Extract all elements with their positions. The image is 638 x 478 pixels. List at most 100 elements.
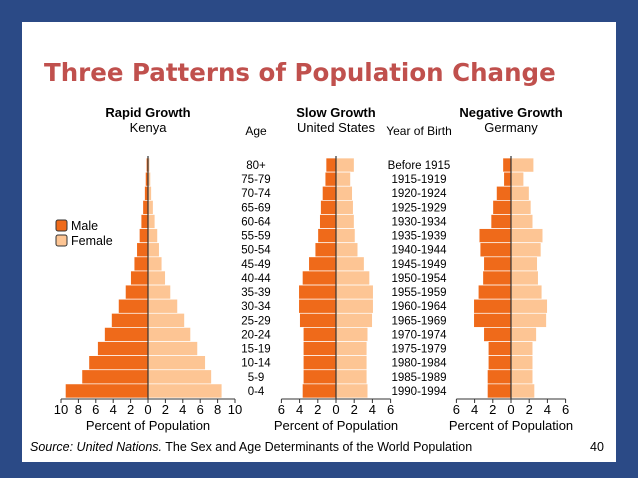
age-label: 20-24 [241, 329, 271, 341]
x-axis-title: Percent of Population [274, 418, 398, 433]
age-header: Age [245, 124, 267, 138]
x-tick-label: 2 [314, 402, 321, 417]
x-tick-label: 8 [214, 402, 221, 417]
pyramid-country: United States [297, 120, 376, 135]
pyramid-heading: Slow Growth [296, 105, 376, 120]
birth-year-label: 1940-1944 [392, 245, 448, 257]
pyramid-heading: Rapid Growth [105, 105, 190, 120]
bar-male-60-64 [319, 214, 337, 229]
bar-female-60-64 [510, 214, 534, 229]
x-axis-title: Percent of Population [449, 418, 573, 433]
bar-female-15-19 [335, 341, 368, 356]
x-tick-label: 0 [507, 402, 514, 417]
legend-swatch-female [55, 234, 68, 247]
bar-female-65-69 [147, 200, 154, 215]
bar-female-20-24 [147, 327, 191, 342]
bar-male-0-4 [301, 383, 337, 399]
bar-male-15-19 [97, 341, 149, 356]
pyramid-country: Germany [484, 120, 538, 135]
bar-male-40-44 [130, 270, 149, 286]
x-tick-label: 6 [278, 402, 285, 417]
bar-female-70-74 [335, 185, 353, 201]
x-tick-label: 4 [369, 402, 376, 417]
bar-female-25-29 [147, 312, 185, 328]
bar-male-35-39 [298, 284, 337, 300]
bar-male-50-54 [136, 242, 149, 258]
bar-female-35-39 [510, 284, 543, 300]
bar-female-80+ [335, 157, 355, 173]
birth-year-label: 1950-1954 [392, 273, 448, 285]
bar-male-35-39 [125, 284, 149, 300]
age-label: 60-64 [241, 216, 271, 228]
bar-male-55-59 [317, 228, 337, 244]
bar-male-65-69 [492, 200, 512, 215]
bar-female-10-14 [510, 355, 534, 371]
pyramid-heading: Negative Growth [459, 105, 562, 120]
bar-male-60-64 [490, 214, 512, 229]
slide-number: 40 [590, 440, 604, 454]
x-tick-label: 4 [296, 402, 303, 417]
bar-male-30-34 [298, 298, 337, 314]
birth-year-label: 1930-1934 [392, 216, 448, 228]
birth-year-label: 1965-1969 [392, 315, 447, 327]
age-label: 35-39 [241, 287, 270, 299]
bar-male-50-54 [314, 242, 337, 258]
bar-male-45-49 [133, 256, 149, 272]
bar-male-75-79 [503, 171, 512, 187]
x-tick-label: 6 [197, 402, 204, 417]
bar-male-80+ [325, 157, 337, 173]
bar-female-20-24 [510, 327, 537, 342]
x-tick-label: 6 [562, 402, 569, 417]
bar-female-30-34 [147, 298, 178, 314]
birth-year-label: 1920-1924 [392, 188, 448, 200]
x-tick-label: 8 [75, 402, 82, 417]
bar-male-65-69 [142, 200, 149, 215]
bar-male-75-79 [324, 171, 337, 187]
legend-label-male: Male [71, 219, 98, 233]
x-tick-label: 2 [526, 402, 533, 417]
bar-female-75-79 [510, 171, 525, 187]
bar-female-40-44 [510, 270, 539, 286]
bar-male-70-74 [496, 185, 512, 201]
x-tick-label: 2 [162, 402, 169, 417]
birth-year-label: 1980-1984 [392, 358, 448, 370]
age-label: 5-9 [248, 372, 265, 384]
birth-year-label: 1970-1974 [392, 329, 448, 341]
bar-female-0-4 [147, 383, 223, 399]
slide-title: Three Patterns of Population Change [44, 58, 556, 87]
bar-female-15-19 [510, 341, 534, 356]
bar-female-70-74 [510, 185, 530, 201]
birth-year-label: 1925-1929 [392, 202, 447, 214]
bar-male-35-39 [477, 284, 512, 300]
age-label: 45-49 [241, 259, 270, 271]
source-title: The Sex and Age Determinants of the Worl… [162, 440, 473, 454]
birth-year-label: 1975-1979 [392, 344, 447, 356]
bar-male-55-59 [478, 228, 512, 244]
age-label: 75-79 [241, 174, 270, 186]
bar-female-50-54 [510, 242, 542, 258]
bar-male-5-9 [486, 369, 512, 385]
bar-female-20-24 [335, 327, 369, 342]
bar-female-30-34 [335, 298, 374, 314]
bar-female-45-49 [510, 256, 538, 272]
bar-female-40-44 [335, 270, 371, 286]
legend-swatch-male [55, 219, 68, 232]
bar-female-50-54 [335, 242, 359, 258]
bar-female-55-59 [335, 228, 356, 244]
bar-female-55-59 [147, 228, 158, 244]
bar-female-60-64 [335, 214, 355, 229]
bar-male-25-29 [299, 312, 337, 328]
bar-male-50-54 [479, 242, 512, 258]
bar-male-30-34 [473, 298, 512, 314]
bar-female-10-14 [147, 355, 206, 371]
bar-female-35-39 [335, 284, 374, 300]
bar-female-75-79 [335, 171, 351, 187]
bar-female-50-54 [147, 242, 160, 258]
x-tick-label: 6 [453, 402, 460, 417]
x-tick-label: 10 [54, 402, 68, 417]
bar-female-65-69 [335, 200, 354, 215]
bar-female-65-69 [510, 200, 532, 215]
x-axis-title: Percent of Population [86, 418, 210, 433]
x-tick-label: 0 [332, 402, 339, 417]
